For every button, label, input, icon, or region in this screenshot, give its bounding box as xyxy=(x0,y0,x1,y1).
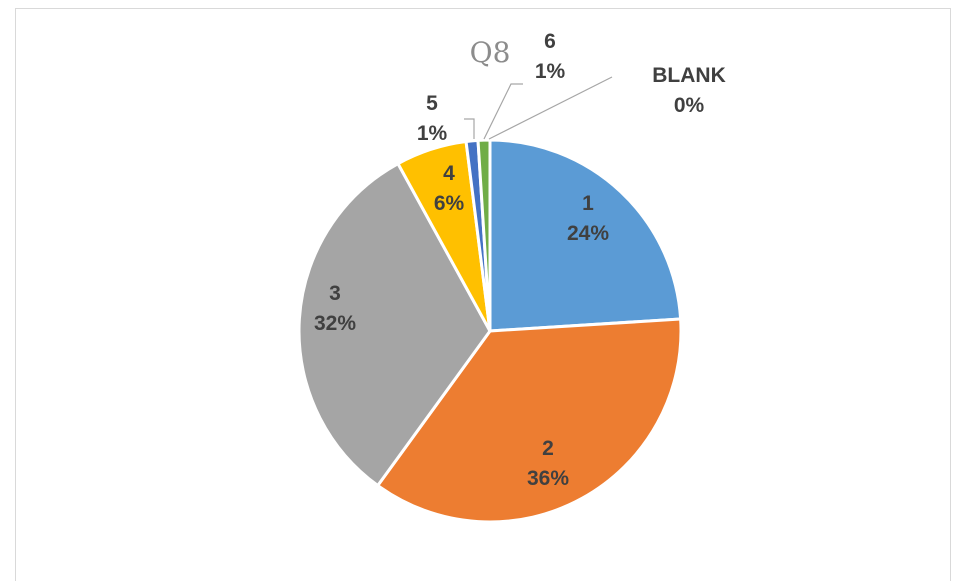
slice-label-2: 2 36% xyxy=(527,437,569,490)
slice-percent-1: 24% xyxy=(567,222,609,245)
slice-category-blank: BLANK xyxy=(652,64,726,87)
leader-line-5 xyxy=(464,118,475,139)
pie-slice-2 xyxy=(376,317,683,524)
slice-category-5: 5 xyxy=(426,92,438,115)
slice-label-1: 1 24% xyxy=(567,192,609,245)
slice-label-blank: BLANK 0% xyxy=(652,64,726,117)
slice-percent-2: 36% xyxy=(527,467,569,490)
leader-line-blank xyxy=(488,76,613,140)
slice-category-1: 1 xyxy=(582,192,594,215)
slice-labels: 1 24%2 36%3 32%4 6%5 1%6 1% BLANK 0% xyxy=(314,30,726,490)
slice-percent-blank: 0% xyxy=(674,94,705,117)
slice-label-6: 6 1% xyxy=(535,30,566,83)
leader-lines xyxy=(464,76,613,140)
pie-slices xyxy=(297,138,683,524)
chart-title: Q8 xyxy=(470,36,511,69)
slice-category-4: 4 xyxy=(443,162,455,185)
slice-category-6: 6 xyxy=(544,30,556,53)
pie-slice-3 xyxy=(297,162,492,488)
slice-category-2: 2 xyxy=(542,437,554,460)
slice-percent-3: 32% xyxy=(314,312,356,335)
pie-slice-1 xyxy=(488,138,683,333)
slice-label-3: 3 32% xyxy=(314,282,356,335)
slice-label-5: 5 1% xyxy=(417,92,448,145)
leader-line-6 xyxy=(483,83,523,140)
slice-percent-5: 1% xyxy=(417,122,448,145)
slice-label-4: 4 6% xyxy=(434,162,465,215)
slice-percent-4: 6% xyxy=(434,192,465,215)
pie-slice-6 xyxy=(476,138,492,333)
slice-category-3: 3 xyxy=(329,282,341,305)
slice-percent-6: 1% xyxy=(535,60,566,83)
